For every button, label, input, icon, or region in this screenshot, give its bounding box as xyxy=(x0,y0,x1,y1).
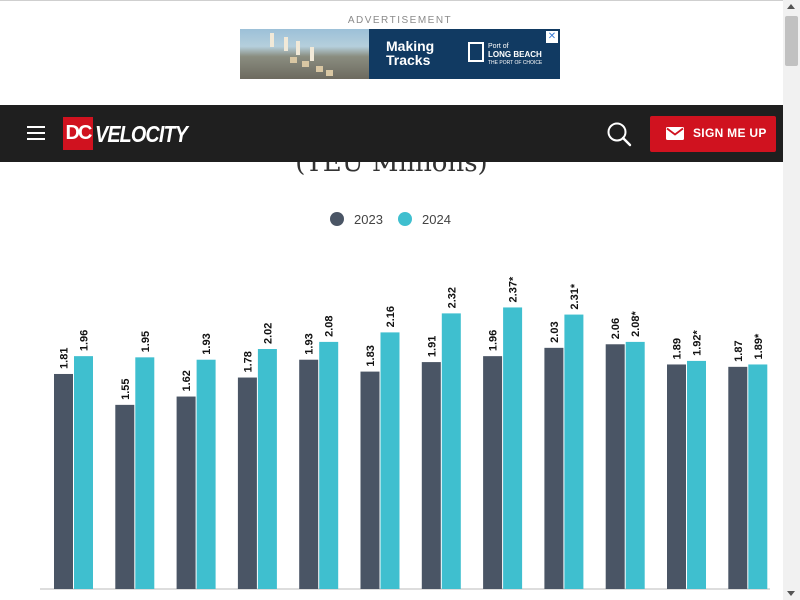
data-label-2023-11: 1.89 xyxy=(672,338,684,359)
ad-sponsor-line3: THE PORT OF CHOICE xyxy=(488,60,543,66)
data-label-2024-8: 2.37* xyxy=(508,276,520,302)
bar-2023-4 xyxy=(237,377,257,589)
legend-item-2024: 2024 xyxy=(398,212,451,227)
data-label-2024-7: 2.32 xyxy=(446,287,458,308)
data-label-2023-12: 1.87 xyxy=(733,340,745,361)
legend-label-2024: 2024 xyxy=(422,212,451,227)
hamburger-menu-icon[interactable] xyxy=(27,126,45,140)
bar-2024-1 xyxy=(74,356,93,589)
bar-2023-5 xyxy=(299,359,319,589)
data-label-2024-5: 2.08 xyxy=(324,315,336,336)
bar-2024-5 xyxy=(319,341,339,589)
ad-label: ADVERTISEMENT xyxy=(347,15,453,26)
data-label-2023-8: 1.96 xyxy=(488,330,500,351)
bar-2023-8 xyxy=(483,356,503,589)
data-label-2024-6: 2.16 xyxy=(385,306,397,327)
data-label-2023-9: 2.03 xyxy=(549,321,561,342)
bar-2024-4 xyxy=(257,349,277,589)
bar-2024-3 xyxy=(196,359,216,589)
bar-2023-7 xyxy=(421,362,441,589)
envelope-icon xyxy=(666,127,684,140)
ad-sponsor-logo: Port of LONG BEACH THE PORT OF CHOICE xyxy=(468,40,542,68)
bar-2024-8 xyxy=(503,307,523,589)
bar-chart: 1.81 1.55 1.62 1.78 1.93 1.83 1.91 1.96 2.03 2.06… xyxy=(40,276,770,590)
logo-wordmark: VELOCITY xyxy=(95,121,188,147)
bar-2023-6 xyxy=(360,371,380,589)
scrollbar-thumb[interactable] xyxy=(785,16,798,66)
logo-mark: DC xyxy=(63,117,93,150)
data-label-2023-2: 1.55 xyxy=(120,378,132,399)
ad-sponsor-line2: LONG BEACH xyxy=(488,50,542,59)
ad-headline: Making Tracks xyxy=(386,39,434,67)
data-label-2024-9: 2.31* xyxy=(569,283,581,309)
bar-2024-6 xyxy=(380,332,400,589)
data-label-2023-1: 1.81 xyxy=(59,348,71,369)
bar-2023-12 xyxy=(728,366,748,589)
bar-2023-10 xyxy=(605,344,625,589)
data-label-2023-6: 1.83 xyxy=(365,345,377,366)
data-label-2024-2: 1.95 xyxy=(140,331,152,352)
bar-2024-10 xyxy=(625,341,645,589)
scroll-up-arrow-icon[interactable] xyxy=(787,4,795,9)
data-label-2024-3: 1.93 xyxy=(201,333,213,354)
data-label-2024-1: 1.96 xyxy=(79,330,91,351)
search-icon[interactable] xyxy=(606,121,632,147)
legend-swatch-2024 xyxy=(398,212,412,226)
chart-subtitle: (TEU Millions) xyxy=(295,162,488,178)
data-label-2023-7: 1.91 xyxy=(426,336,438,357)
bar-2023-2 xyxy=(115,404,135,589)
legend-label-2023: 2023 xyxy=(354,212,383,227)
data-label-2023-10: 2.06 xyxy=(610,318,622,339)
page-scrollbar[interactable] xyxy=(783,0,800,600)
bar-2024-7 xyxy=(441,313,461,589)
bar-2023-3 xyxy=(176,396,196,589)
sign-me-up-button[interactable]: SIGN ME UP xyxy=(650,116,776,152)
data-label-2024-10: 2.08* xyxy=(630,310,642,336)
bar-2024-12 xyxy=(748,364,768,589)
ad-headline-line1: Making xyxy=(386,38,435,54)
bar-2024-2 xyxy=(135,357,155,589)
ad-photo xyxy=(240,29,369,79)
ad-sponsor-text: Port of LONG BEACH THE PORT OF CHOICE xyxy=(488,43,542,67)
scroll-down-arrow-icon[interactable] xyxy=(787,591,795,596)
ad-sponsor-line1: Port of xyxy=(488,43,509,50)
sign-me-up-label: SIGN ME UP xyxy=(693,126,767,140)
bar-2023-9 xyxy=(544,347,564,589)
ad-banner[interactable]: Making Tracks Port of LONG BEACH THE POR… xyxy=(240,29,560,79)
legend-item-2023: 2023 xyxy=(330,212,383,227)
ad-area: ADVERTISEMENT Making Tracks Port of LONG… xyxy=(0,0,783,106)
data-label-2023-4: 1.78 xyxy=(242,351,254,372)
data-label-2024-12: 1.89* xyxy=(753,333,765,359)
ad-headline-line2: Tracks xyxy=(386,52,431,68)
bar-2024-11 xyxy=(687,360,706,589)
data-label-2024-11: 1.92* xyxy=(692,329,704,355)
bar-2023-1 xyxy=(54,373,73,589)
data-label-2024-4: 2.02 xyxy=(262,323,274,344)
chart-area: (TEU Millions) 2023 2024 1.81 1.55 1.62 1.7… xyxy=(0,162,783,600)
bar-2024-9 xyxy=(564,314,584,589)
data-label-2023-5: 1.93 xyxy=(304,333,316,354)
legend-swatch-2023 xyxy=(330,212,344,226)
close-icon[interactable]: ✕ xyxy=(546,31,558,43)
bar-2023-11 xyxy=(667,364,686,589)
data-label-2023-3: 1.62 xyxy=(181,370,193,391)
port-logo-icon xyxy=(468,42,484,62)
